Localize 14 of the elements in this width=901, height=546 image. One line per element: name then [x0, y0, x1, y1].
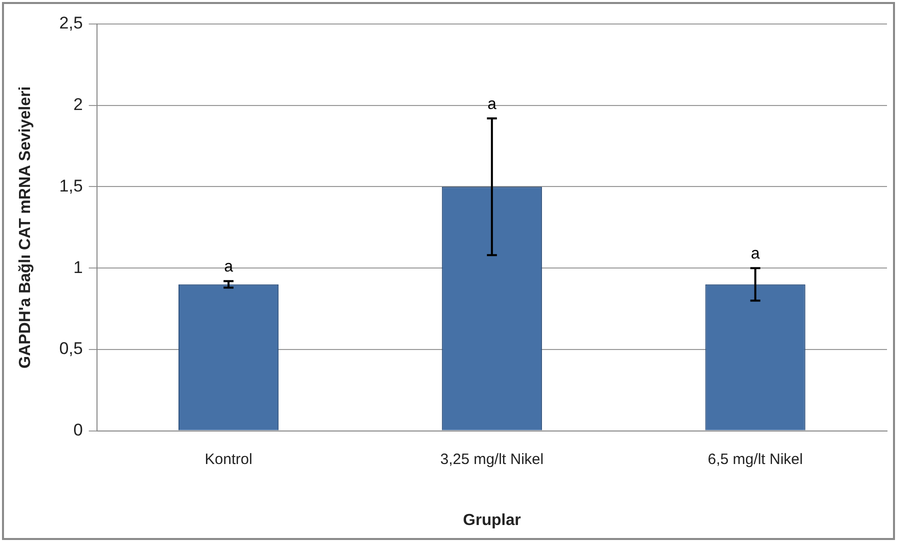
annotation: a	[224, 258, 234, 276]
x-tick-label: Kontrol	[204, 450, 252, 468]
x-tick-label: 6,5 mg/lt Nikel	[708, 450, 803, 468]
y-tick-label: 1,5	[59, 176, 83, 196]
x-tick-label: 3,25 mg/lt Nikel	[440, 450, 544, 468]
x-axis-title: Gruplar	[463, 512, 521, 529]
y-axis-title: GAPDH'a Bağlı CAT mRNA Seviyeleri	[17, 86, 34, 368]
y-tick-label: 2,5	[59, 14, 83, 33]
annotation: a	[487, 96, 496, 113]
y-tick-label: 0,5	[59, 339, 83, 358]
y-tick-label: 1	[73, 258, 83, 277]
y-tick-label: 0	[73, 420, 83, 440]
y-tick-label: 2	[73, 95, 83, 114]
annotation: a	[750, 245, 760, 262]
